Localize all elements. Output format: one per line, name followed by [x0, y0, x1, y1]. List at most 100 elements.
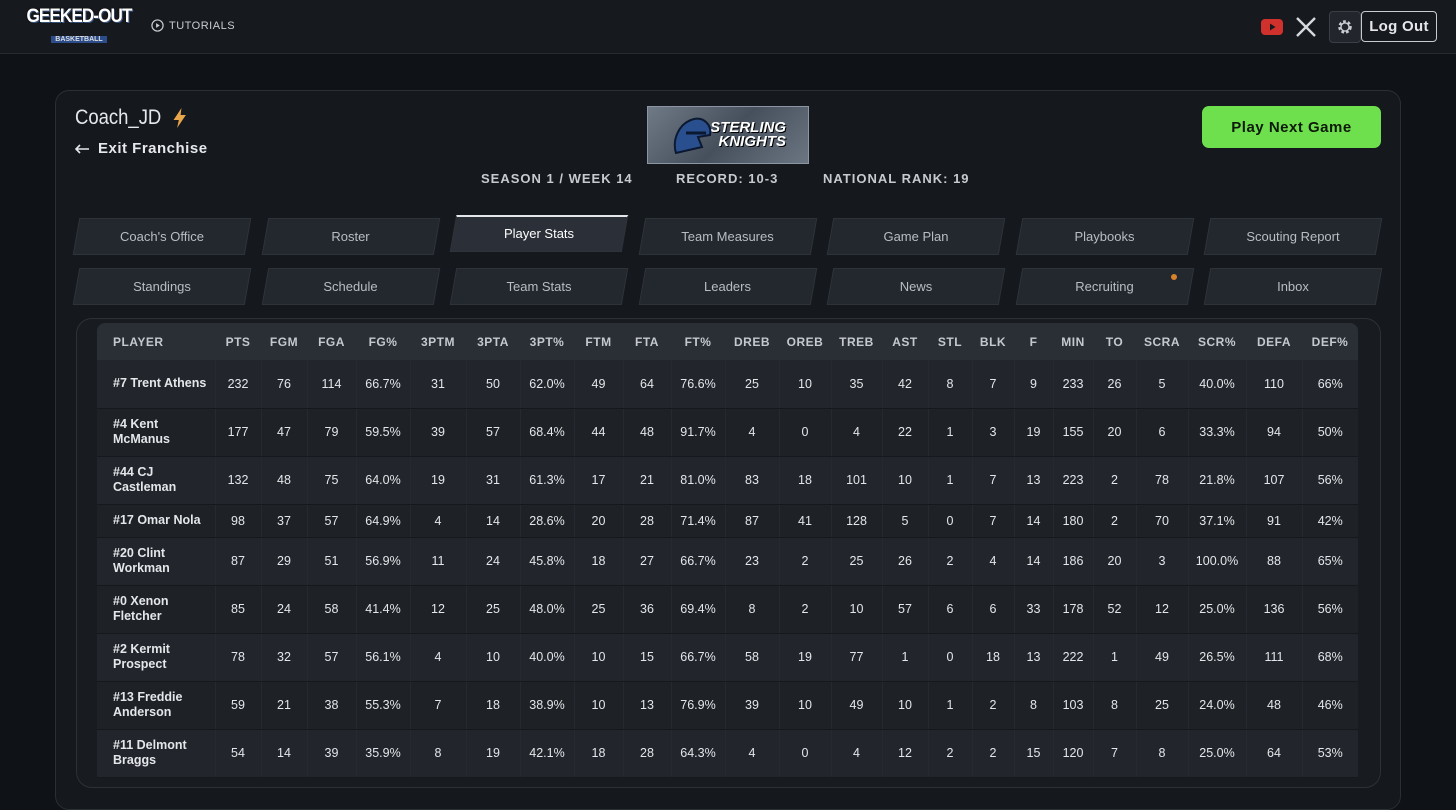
stat-cell: 25.0% — [1187, 729, 1246, 778]
logout-button[interactable]: Log Out — [1361, 11, 1437, 42]
stat-cell: 25 — [573, 585, 623, 634]
tutorials-label: TUTORIALS — [169, 19, 236, 32]
stat-cell: 0 — [778, 729, 831, 778]
column-header[interactable]: 3PT% — [520, 323, 574, 360]
tab[interactable]: Game Plan — [830, 218, 1002, 255]
column-header[interactable]: TO — [1093, 323, 1136, 360]
stat-cell: 101 — [830, 456, 882, 505]
tab[interactable]: Team Measures — [642, 218, 814, 255]
stat-cell: 56% — [1301, 456, 1358, 505]
settings-button[interactable] — [1329, 11, 1361, 43]
stat-cell: 7 — [971, 456, 1014, 505]
play-next-game[interactable]: Play Next Game — [1202, 106, 1381, 148]
stat-cell: 38.9% — [519, 681, 574, 730]
stat-cell: 44 — [573, 408, 623, 457]
column-header[interactable]: F — [1014, 323, 1053, 360]
stat-cell: 29 — [260, 537, 307, 586]
column-header[interactable]: DEFA — [1246, 323, 1302, 360]
player-cell[interactable]: #0 Xenon Fletcher — [97, 585, 215, 634]
player-cell[interactable]: #2 Kermit Prospect — [97, 633, 215, 682]
column-header[interactable]: FGA — [307, 323, 356, 360]
stat-cell: 76.9% — [670, 681, 725, 730]
stat-cell: 25.0% — [1187, 585, 1246, 634]
tab[interactable]: Team Stats — [453, 268, 625, 305]
column-header[interactable]: FGM — [261, 323, 307, 360]
column-header[interactable]: TREB — [831, 323, 882, 360]
tab[interactable]: Recruiting — [1019, 268, 1191, 305]
stat-cell: 94 — [1245, 408, 1302, 457]
tab[interactable]: Roster — [265, 218, 437, 255]
stat-cell: 18 — [573, 729, 623, 778]
x-icon[interactable] — [1295, 16, 1317, 38]
column-header[interactable]: DEF% — [1302, 323, 1358, 360]
stat-cell: 57 — [306, 504, 356, 538]
column-header[interactable]: BLK — [972, 323, 1014, 360]
tab[interactable]: Playbooks — [1019, 218, 1191, 255]
tab[interactable]: Standings — [76, 268, 248, 305]
column-header[interactable]: SCRA — [1136, 323, 1188, 360]
player-cell[interactable]: #13 Freddie Anderson — [97, 681, 215, 730]
tab[interactable]: Scouting Report — [1207, 218, 1379, 255]
tab[interactable]: Player Stats — [453, 215, 625, 252]
player-cell[interactable]: #20 Clint Workman — [97, 537, 215, 586]
stat-cell: 2 — [1092, 456, 1136, 505]
stat-cell: 13 — [1013, 456, 1053, 505]
stat-cell: 15 — [622, 633, 671, 682]
column-header[interactable]: OREB — [779, 323, 831, 360]
player-cell[interactable]: #17 Omar Nola — [97, 504, 215, 538]
stat-cell: 12 — [881, 729, 928, 778]
stat-cell: 48.0% — [519, 585, 574, 634]
stat-cell: 48 — [1245, 681, 1302, 730]
column-header[interactable]: MIN — [1053, 323, 1093, 360]
stat-cell: 1 — [927, 408, 972, 457]
stat-cell: 1 — [1092, 633, 1136, 682]
exit-franchise[interactable]: Exit Franchise — [75, 140, 208, 157]
tab[interactable]: Schedule — [265, 268, 437, 305]
stat-cell: 65% — [1301, 537, 1358, 586]
stat-cell: 18 — [465, 681, 520, 730]
tab[interactable]: News — [830, 268, 1002, 305]
tab[interactable]: Coach's Office — [76, 218, 248, 255]
stat-cell: 25 — [465, 585, 520, 634]
stat-cell: 64.9% — [355, 504, 410, 538]
column-header[interactable]: FG% — [356, 323, 410, 360]
player-cell[interactable]: #4 Kent McManus — [97, 408, 215, 457]
stat-cell: 177 — [214, 408, 261, 457]
stat-cell: 10 — [830, 585, 882, 634]
player-cell[interactable]: #7 Trent Athens — [97, 360, 215, 409]
youtube-icon[interactable] — [1261, 19, 1283, 35]
column-header[interactable]: STL — [928, 323, 972, 360]
stat-cell: 46% — [1301, 681, 1358, 730]
stat-cell: 35.9% — [355, 729, 410, 778]
column-header[interactable]: FTM — [574, 323, 623, 360]
stat-cell: 40.0% — [1187, 360, 1246, 409]
column-header[interactable]: FTA — [623, 323, 671, 360]
stat-cell: 26 — [1092, 360, 1136, 409]
tab[interactable]: Inbox — [1207, 268, 1379, 305]
stat-cell: 10 — [465, 633, 520, 682]
column-header[interactable]: SCR% — [1188, 323, 1246, 360]
stat-cell: 6 — [971, 585, 1014, 634]
tab[interactable]: Leaders — [642, 268, 814, 305]
stat-cell: 28.6% — [519, 504, 574, 538]
column-header[interactable]: 3PTA — [466, 323, 520, 360]
column-header[interactable]: PLAYER — [97, 323, 215, 360]
tutorials-link[interactable]: TUTORIALS — [151, 19, 235, 32]
table-row: #4 Kent McManus 177 47 79 59.5% 39 57 68.4% 44 48… — [97, 408, 1358, 457]
logo[interactable]: GEEKED-OUT BASKETBALL — [20, 6, 138, 46]
column-header[interactable]: 3PTM — [410, 323, 466, 360]
stat-cell: 56% — [1301, 585, 1358, 634]
player-cell[interactable]: #11 Delmont Braggs — [97, 729, 215, 778]
stat-cell: 2 — [778, 585, 831, 634]
stat-cell: 8 — [1013, 681, 1053, 730]
player-cell[interactable]: #44 CJ Castleman — [97, 456, 215, 505]
stat-cell: 17 — [573, 456, 623, 505]
stat-cell: 98 — [214, 504, 261, 538]
stat-cell: 66.7% — [670, 537, 725, 586]
stat-cell: 1 — [927, 681, 972, 730]
column-header[interactable]: FT% — [671, 323, 725, 360]
column-header[interactable]: AST — [882, 323, 928, 360]
stat-cell: 3 — [971, 408, 1014, 457]
column-header[interactable]: DREB — [725, 323, 779, 360]
column-header[interactable]: PTS — [215, 323, 261, 360]
